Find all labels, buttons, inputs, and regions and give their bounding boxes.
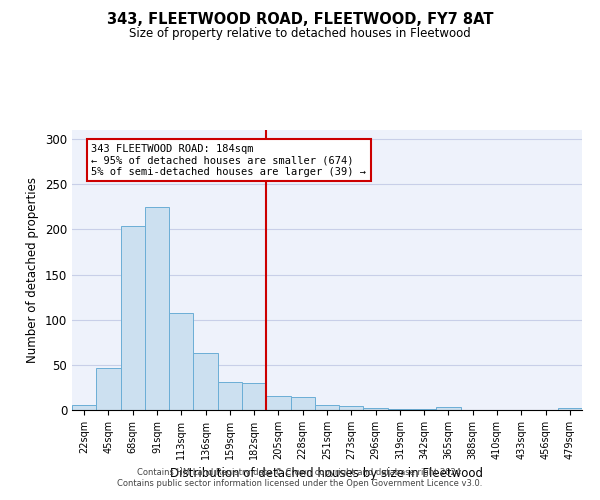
Bar — [242, 383, 266, 410]
Text: Contains HM Land Registry data © Crown copyright and database right 2024.
Contai: Contains HM Land Registry data © Crown c… — [118, 468, 482, 487]
X-axis label: Distribution of detached houses by size in Fleetwood: Distribution of detached houses by size … — [170, 468, 484, 480]
Bar — [388, 409, 412, 410]
Bar — [193, 353, 218, 410]
Bar — [558, 408, 582, 410]
Bar — [364, 408, 388, 410]
Bar — [290, 398, 315, 410]
Bar — [315, 404, 339, 410]
Bar — [266, 396, 290, 410]
Bar — [96, 368, 121, 410]
Text: 343 FLEETWOOD ROAD: 184sqm
← 95% of detached houses are smaller (674)
5% of semi: 343 FLEETWOOD ROAD: 184sqm ← 95% of deta… — [91, 144, 367, 176]
Y-axis label: Number of detached properties: Number of detached properties — [26, 177, 40, 363]
Bar — [169, 314, 193, 410]
Bar — [412, 409, 436, 410]
Text: Size of property relative to detached houses in Fleetwood: Size of property relative to detached ho… — [129, 28, 471, 40]
Text: 343, FLEETWOOD ROAD, FLEETWOOD, FY7 8AT: 343, FLEETWOOD ROAD, FLEETWOOD, FY7 8AT — [107, 12, 493, 28]
Bar — [436, 408, 461, 410]
Bar — [72, 406, 96, 410]
Bar — [218, 382, 242, 410]
Bar — [121, 226, 145, 410]
Bar — [339, 406, 364, 410]
Bar — [145, 207, 169, 410]
